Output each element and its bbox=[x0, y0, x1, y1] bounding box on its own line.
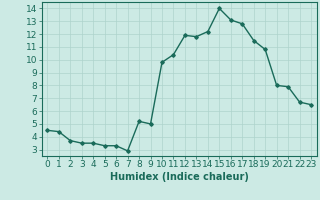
X-axis label: Humidex (Indice chaleur): Humidex (Indice chaleur) bbox=[110, 172, 249, 182]
